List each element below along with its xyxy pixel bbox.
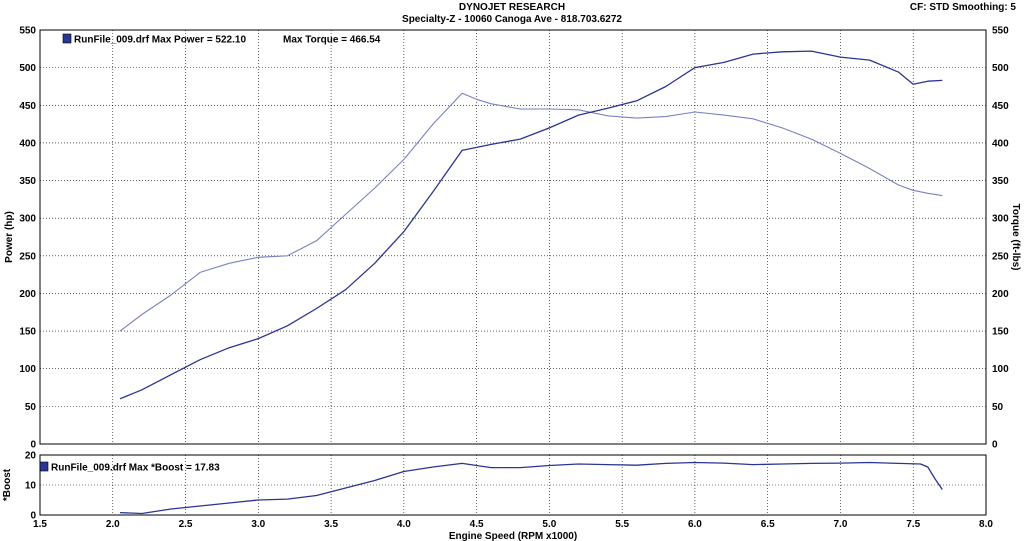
boost-y-tick-label: 10: [25, 481, 37, 492]
x-tick-label: 2.0: [106, 519, 120, 530]
y-axis-label-torque: Torque (ft-lbs): [1010, 203, 1021, 270]
x-tick-label: 7.0: [834, 519, 848, 530]
x-tick-label: 6.0: [688, 519, 702, 530]
x-axis-label: Engine Speed (RPM x1000): [449, 531, 577, 541]
power-series-line: [119, 50, 943, 400]
legend-torque-text: Max Torque = 466.54: [283, 35, 381, 46]
legend-swatch-boost: [39, 461, 49, 472]
boost-y-tick-label: 0: [30, 511, 36, 522]
y-tick-label-torque: 100: [992, 364, 1009, 375]
x-tick-label: 1.5: [33, 519, 47, 530]
y-tick-label-power: 400: [19, 138, 36, 149]
y-axis-label-power: Power (hp): [4, 211, 15, 263]
y-tick-label-torque: 150: [992, 327, 1009, 338]
y-tick-label-torque: 200: [992, 289, 1009, 300]
y-tick-label-torque: 500: [992, 63, 1009, 74]
y-tick-label-torque: 350: [992, 176, 1009, 187]
x-tick-label: 5.5: [615, 519, 629, 530]
y-tick-label-power: 200: [19, 289, 36, 300]
legend-power-text: RunFile_009.drf Max Power = 522.10: [74, 35, 246, 46]
x-tick-label: 4.0: [397, 519, 411, 530]
x-tick-label: 3.5: [324, 519, 338, 530]
y-tick-label-torque: 550: [992, 26, 1009, 37]
y-tick-label-torque: 450: [992, 101, 1009, 112]
boost-plot-frame: [39, 454, 987, 516]
legend-swatch-main: [62, 33, 72, 44]
x-tick-label: 6.5: [761, 519, 775, 530]
y-axis-label-boost: *Boost: [2, 468, 13, 501]
y-tick-label-power: 350: [19, 176, 36, 187]
x-tick-label: 2.5: [179, 519, 193, 530]
y-tick-label-power: 100: [19, 364, 36, 375]
y-tick-label-torque: 50: [992, 402, 1004, 413]
y-tick-label-torque: 400: [992, 138, 1009, 149]
main-plot-frame: [39, 29, 987, 445]
y-tick-label-power: 300: [19, 214, 36, 225]
chart-title: DYNOJET RESEARCH: [458, 2, 566, 13]
y-tick-label-torque: 300: [992, 214, 1009, 225]
torque-series-line: [119, 92, 943, 332]
y-tick-label-torque: 0: [992, 440, 998, 451]
x-tick-label: 5.0: [542, 519, 556, 530]
y-tick-label-power: 450: [19, 101, 36, 112]
y-tick-label-torque: 250: [992, 251, 1009, 262]
boost-y-tick-label: 20: [25, 451, 37, 462]
y-tick-label-power: 250: [19, 251, 36, 262]
y-tick-label-power: 500: [19, 63, 36, 74]
boost-series-line: [119, 461, 943, 515]
correction-smoothing-label: CF: STD Smoothing: 5: [909, 2, 1016, 13]
x-tick-label: 4.5: [470, 519, 484, 530]
y-tick-label-power: 550: [19, 26, 36, 37]
y-tick-label-power: 50: [25, 402, 37, 413]
x-tick-label: 3.0: [251, 519, 265, 530]
y-tick-label-power: 150: [19, 327, 36, 338]
chart-subtitle: Specialty-Z - 10060 Canoga Ave - 818.703…: [402, 14, 622, 25]
legend-boost-text: RunFile_009.drf Max *Boost = 17.83: [51, 463, 220, 474]
x-tick-label: 8.0: [979, 519, 993, 530]
x-tick-label: 7.5: [906, 519, 920, 530]
y-tick-label-power: 0: [30, 440, 36, 451]
